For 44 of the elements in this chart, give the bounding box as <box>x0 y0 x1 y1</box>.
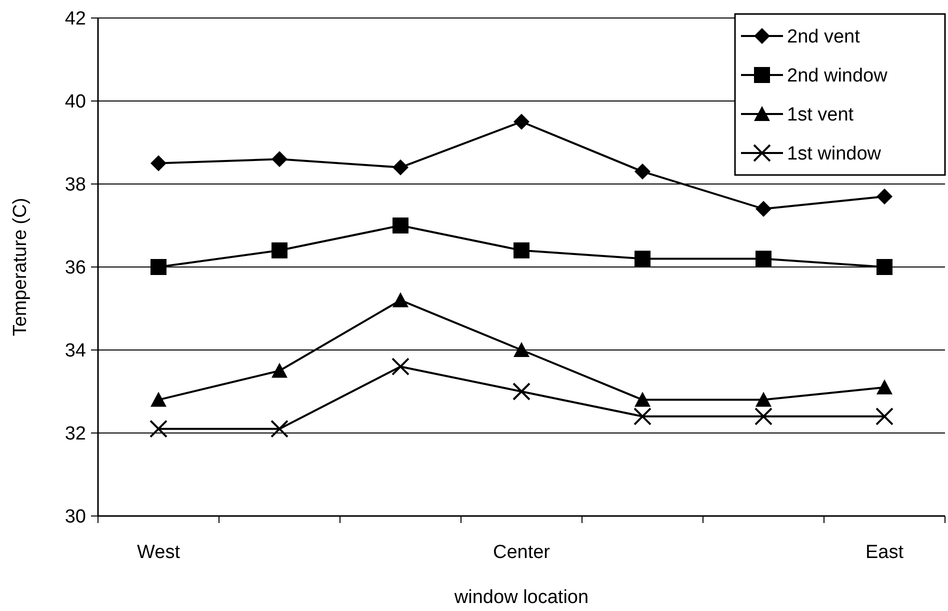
point <box>272 151 288 168</box>
point <box>514 342 530 357</box>
y-tick-label: 38 <box>64 174 86 196</box>
x-tick-label: Center <box>492 542 551 563</box>
point <box>754 407 772 426</box>
point <box>634 392 650 407</box>
point <box>150 420 168 438</box>
point <box>634 250 650 267</box>
legend-label: 2nd window <box>787 66 888 87</box>
y-tick-label: 32 <box>64 424 86 445</box>
y-tick-label: 42 <box>64 8 86 30</box>
point <box>272 362 288 378</box>
point <box>270 420 288 438</box>
point <box>392 159 408 176</box>
point <box>514 114 530 130</box>
legend-label: 2nd vent <box>787 26 861 48</box>
point <box>392 218 408 234</box>
legend-label: 1st vent <box>787 104 854 126</box>
point <box>756 250 772 267</box>
y-tick-label: 36 <box>64 258 86 279</box>
point <box>876 407 894 426</box>
y-axis-title: Temperature (C) <box>10 198 31 336</box>
point <box>392 358 410 376</box>
point <box>634 407 652 426</box>
legend-label: 1st window <box>787 144 882 165</box>
point <box>272 242 288 258</box>
point <box>514 242 530 258</box>
point <box>634 164 650 180</box>
x-tick-label: West <box>137 542 181 563</box>
point <box>150 155 166 172</box>
point <box>150 392 166 407</box>
x-tick-label: East <box>865 542 904 563</box>
y-tick-label: 30 <box>64 506 86 528</box>
point <box>756 200 772 217</box>
point <box>876 379 892 394</box>
x-axis-title: window location <box>453 587 589 608</box>
point <box>876 188 892 204</box>
point <box>512 382 530 400</box>
point <box>876 259 892 275</box>
point <box>756 392 772 407</box>
point <box>150 259 166 275</box>
point <box>392 292 408 308</box>
y-tick-label: 34 <box>64 340 86 362</box>
y-tick-label: 40 <box>64 92 86 113</box>
